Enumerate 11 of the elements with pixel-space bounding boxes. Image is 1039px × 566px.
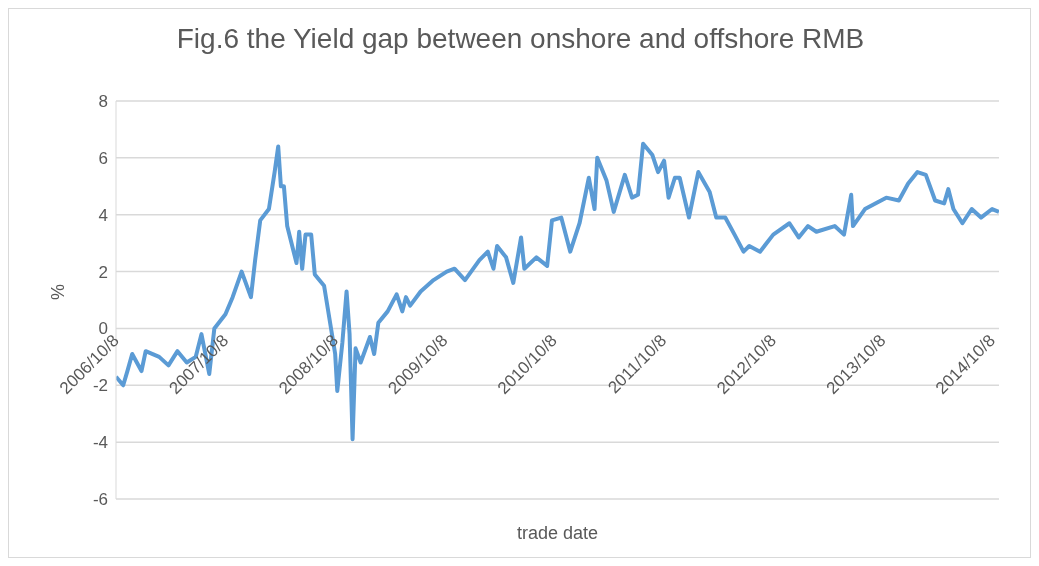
y-tick-label: 8	[98, 92, 108, 112]
x-axis-title: trade date	[516, 523, 599, 543]
line-series	[116, 141, 999, 442]
y-axis-title: %	[48, 283, 69, 300]
y-tick-label: -4	[92, 433, 108, 453]
y-tick-label: 4	[98, 205, 108, 225]
y-tick-label: 0	[98, 319, 108, 339]
y-tick-label: 6	[98, 148, 108, 168]
y-tick-label: -6	[92, 490, 108, 510]
chart-title: Fig.6 the Yield gap between onshore and offshore RMB	[175, 23, 866, 55]
y-tick-label: 2	[98, 262, 108, 282]
